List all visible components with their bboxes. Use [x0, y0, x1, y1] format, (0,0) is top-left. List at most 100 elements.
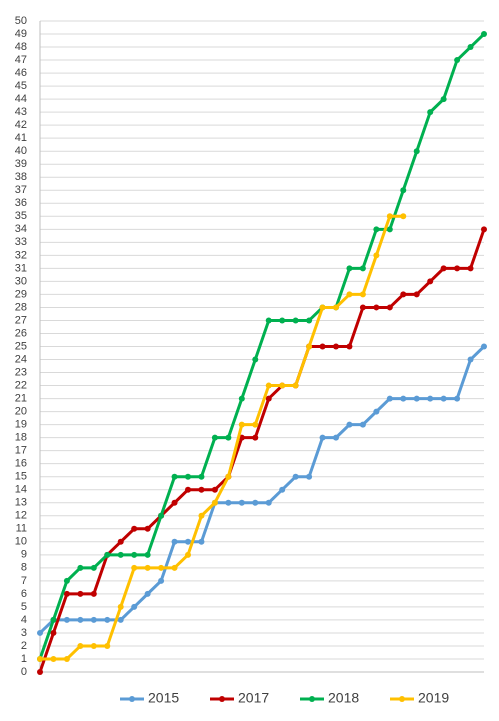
data-point	[252, 421, 259, 428]
data-point	[467, 44, 474, 51]
data-point	[413, 291, 420, 298]
data-point	[117, 538, 124, 545]
data-point	[171, 538, 178, 545]
data-point	[427, 395, 434, 402]
data-point	[400, 187, 407, 194]
data-point	[279, 382, 286, 389]
y-tick-label: 1	[21, 653, 27, 665]
data-point	[359, 265, 366, 272]
data-point	[252, 434, 259, 441]
data-point	[50, 655, 57, 662]
y-tick-label: 0	[21, 666, 27, 678]
data-point	[481, 226, 487, 233]
data-point	[37, 655, 43, 662]
y-tick-label: 36	[15, 197, 27, 209]
data-point	[400, 395, 407, 402]
y-tick-label: 37	[15, 184, 27, 196]
y-tick-label: 48	[15, 41, 27, 53]
data-point	[225, 499, 232, 506]
data-point	[252, 499, 259, 506]
y-tick-label: 24	[15, 353, 27, 365]
legend-marker	[219, 696, 225, 702]
data-point	[373, 304, 380, 311]
y-tick-label: 29	[15, 288, 27, 300]
y-tick-label: 17	[15, 445, 27, 457]
data-point	[306, 317, 313, 324]
data-point	[238, 421, 245, 428]
data-point	[185, 551, 191, 558]
data-point	[171, 499, 178, 506]
y-tick-label: 28	[15, 301, 27, 313]
y-tick-label: 6	[21, 588, 27, 600]
data-point	[144, 590, 151, 597]
data-point	[413, 148, 420, 155]
data-point	[104, 616, 111, 623]
data-point	[131, 551, 138, 558]
data-point	[238, 395, 245, 402]
y-tick-label: 33	[15, 236, 27, 248]
y-tick-label: 45	[15, 80, 27, 92]
y-tick-label: 19	[15, 419, 27, 431]
y-tick-label: 44	[15, 93, 27, 105]
data-point	[359, 421, 366, 428]
y-tick-label: 20	[15, 406, 27, 418]
data-point	[144, 551, 151, 558]
y-tick-label: 47	[15, 54, 27, 66]
data-point	[144, 525, 151, 532]
data-point	[158, 564, 165, 571]
data-point	[292, 382, 299, 389]
data-point	[50, 616, 57, 623]
data-point	[131, 564, 138, 571]
data-point	[319, 343, 326, 350]
data-point	[104, 551, 111, 558]
data-point	[90, 590, 97, 597]
y-tick-label: 4	[21, 614, 27, 626]
data-point	[225, 434, 232, 441]
data-point	[104, 642, 111, 649]
y-tick-label: 35	[15, 210, 27, 222]
data-point	[279, 317, 286, 324]
data-point	[131, 603, 138, 610]
y-tick-label: 42	[15, 119, 27, 131]
data-point	[185, 473, 191, 480]
data-point	[265, 499, 272, 506]
data-point	[211, 486, 218, 493]
data-point	[63, 655, 70, 662]
data-point	[481, 31, 487, 38]
data-point	[359, 291, 366, 298]
data-point	[158, 577, 165, 584]
data-point	[117, 603, 124, 610]
data-point	[90, 642, 97, 649]
data-point	[413, 395, 420, 402]
data-point	[37, 669, 43, 675]
y-tick-label: 5	[21, 601, 27, 613]
y-tick-label: 27	[15, 314, 27, 326]
data-point	[454, 57, 461, 64]
y-tick-label: 32	[15, 249, 27, 261]
data-point	[386, 213, 393, 220]
y-tick-label: 38	[15, 171, 27, 183]
series-line	[38, 345, 486, 635]
data-point	[467, 265, 474, 272]
data-point	[346, 291, 353, 298]
legend-label: 2018	[328, 690, 359, 706]
y-tick-label: 16	[15, 458, 27, 470]
data-point	[238, 499, 245, 506]
legend-label: 2015	[148, 690, 179, 706]
y-tick-label: 8	[21, 562, 27, 574]
series-line	[40, 214, 404, 661]
y-tick-label: 23	[15, 366, 27, 378]
data-point	[185, 538, 191, 545]
y-tick-label: 39	[15, 158, 27, 170]
data-point	[77, 590, 84, 597]
data-point	[292, 473, 299, 480]
legend-marker	[399, 696, 405, 702]
y-tick-label: 50	[15, 15, 27, 27]
data-point	[37, 629, 43, 636]
y-tick-label: 10	[15, 536, 27, 548]
y-tick-label: 40	[15, 145, 27, 157]
y-tick-label: 31	[15, 262, 27, 274]
data-point	[90, 564, 97, 571]
y-tick-label: 26	[15, 327, 27, 339]
